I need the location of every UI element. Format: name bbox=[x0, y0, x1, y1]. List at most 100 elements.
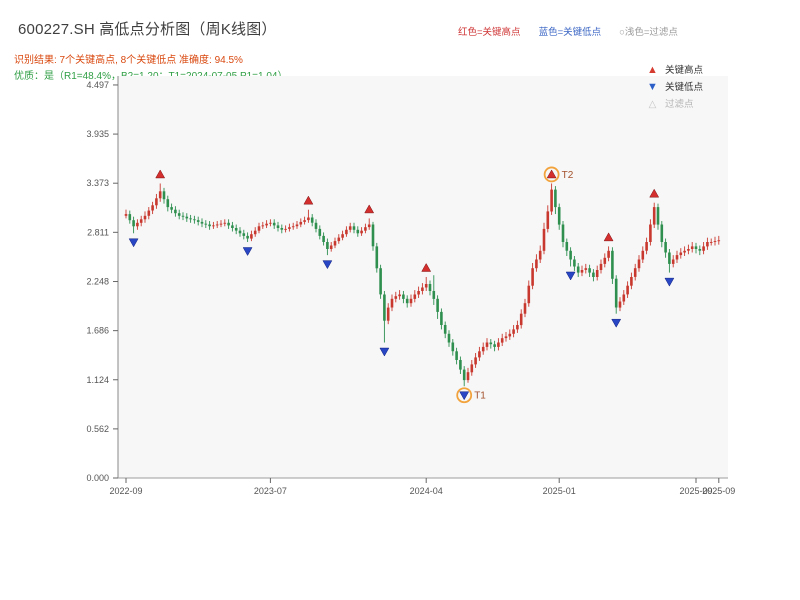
annotation-circle bbox=[543, 166, 560, 183]
candle bbox=[569, 247, 572, 267]
candle bbox=[219, 220, 223, 228]
candle bbox=[291, 222, 295, 230]
key-high-marker bbox=[603, 232, 614, 242]
x-tick-label: 2025-09 bbox=[702, 486, 735, 496]
candle bbox=[645, 237, 648, 255]
legend-label: 过滤点 bbox=[665, 99, 694, 110]
candle bbox=[611, 247, 614, 284]
candle bbox=[379, 264, 382, 299]
x-tick-label: 2025-09 bbox=[679, 486, 712, 496]
legend-item-filtered: △ 过滤点 bbox=[646, 96, 703, 113]
candle bbox=[303, 216, 306, 225]
recognition-result: 识别结果: 7个关键高点, 8个关键低点 准确度: 94.5% bbox=[14, 55, 243, 66]
candle bbox=[136, 219, 139, 230]
candle bbox=[592, 269, 595, 282]
legend-label: 关键高点 bbox=[665, 65, 704, 76]
candle bbox=[440, 308, 443, 330]
candle bbox=[238, 227, 242, 237]
candle bbox=[223, 219, 227, 227]
candle bbox=[618, 297, 622, 312]
candle bbox=[580, 265, 584, 277]
candle bbox=[162, 187, 166, 204]
candle bbox=[394, 291, 398, 303]
x-tick-label: 2025-01 bbox=[543, 486, 576, 496]
y-tick-label: 4.497 bbox=[86, 80, 109, 90]
key-low-marker bbox=[242, 247, 253, 257]
legend-item-key-low: ▼ 关键低点 bbox=[646, 79, 703, 96]
candle bbox=[554, 186, 557, 215]
key-low-marker bbox=[128, 238, 139, 248]
candle bbox=[671, 255, 675, 268]
candle bbox=[595, 265, 599, 281]
candle bbox=[698, 245, 702, 256]
candle bbox=[177, 209, 181, 220]
candle bbox=[421, 283, 424, 295]
candle bbox=[508, 329, 512, 340]
candle bbox=[166, 195, 170, 212]
candle bbox=[204, 220, 208, 229]
candle bbox=[276, 221, 280, 232]
annotation-circle bbox=[456, 387, 473, 404]
candle bbox=[158, 183, 162, 202]
candle bbox=[538, 245, 542, 263]
candle bbox=[535, 254, 538, 272]
candle bbox=[633, 263, 637, 281]
candle bbox=[390, 294, 394, 312]
candle bbox=[356, 226, 360, 237]
candle bbox=[455, 347, 458, 365]
candle bbox=[687, 244, 690, 255]
candle bbox=[265, 220, 268, 229]
candle bbox=[139, 215, 143, 227]
candle bbox=[557, 203, 561, 230]
candle bbox=[246, 232, 249, 243]
candle bbox=[694, 242, 698, 254]
key-low-marker bbox=[611, 318, 622, 328]
candle bbox=[459, 356, 462, 374]
key-high-marker bbox=[546, 169, 557, 179]
legend-label: 关键低点 bbox=[665, 82, 704, 93]
candle bbox=[588, 264, 591, 277]
key-low-marker bbox=[379, 347, 390, 357]
candle bbox=[371, 221, 375, 251]
candle bbox=[649, 219, 652, 246]
candle bbox=[497, 338, 500, 351]
candle bbox=[500, 333, 504, 347]
candle bbox=[132, 216, 135, 234]
color-key-filtered: ○浅色=过滤点 bbox=[619, 27, 678, 38]
candle bbox=[607, 246, 610, 262]
color-key-low: 蓝色=关键低点 bbox=[538, 27, 602, 38]
candle bbox=[565, 238, 569, 257]
candle bbox=[329, 242, 333, 252]
x-tick-label: 2024-04 bbox=[410, 486, 443, 496]
candle bbox=[584, 263, 588, 274]
candle bbox=[280, 224, 284, 234]
candle bbox=[402, 290, 405, 304]
candle bbox=[542, 222, 546, 255]
candle bbox=[527, 280, 531, 307]
annotations-layer: T1 T2 bbox=[456, 166, 574, 404]
candle bbox=[652, 202, 656, 229]
candle bbox=[124, 209, 128, 219]
candle bbox=[170, 203, 173, 214]
candle bbox=[143, 211, 147, 223]
candle bbox=[208, 221, 211, 230]
candle bbox=[504, 332, 508, 342]
candle bbox=[147, 207, 151, 220]
hollow-triangle-icon: △ bbox=[648, 99, 657, 110]
candle bbox=[284, 225, 287, 233]
candle bbox=[451, 339, 455, 356]
y-tick-label: 0.000 bbox=[86, 473, 109, 483]
candle bbox=[675, 250, 679, 263]
candle bbox=[326, 238, 329, 256]
candle bbox=[683, 246, 686, 257]
candles-layer bbox=[124, 183, 721, 387]
x-tick-label: 2023-07 bbox=[254, 486, 287, 496]
candle bbox=[603, 253, 607, 268]
candle bbox=[261, 221, 265, 229]
candle bbox=[432, 275, 436, 305]
candle bbox=[447, 330, 451, 347]
candle bbox=[314, 219, 318, 233]
candle bbox=[626, 281, 629, 298]
y-tick-label: 1.124 bbox=[86, 375, 109, 385]
candle bbox=[200, 218, 204, 228]
